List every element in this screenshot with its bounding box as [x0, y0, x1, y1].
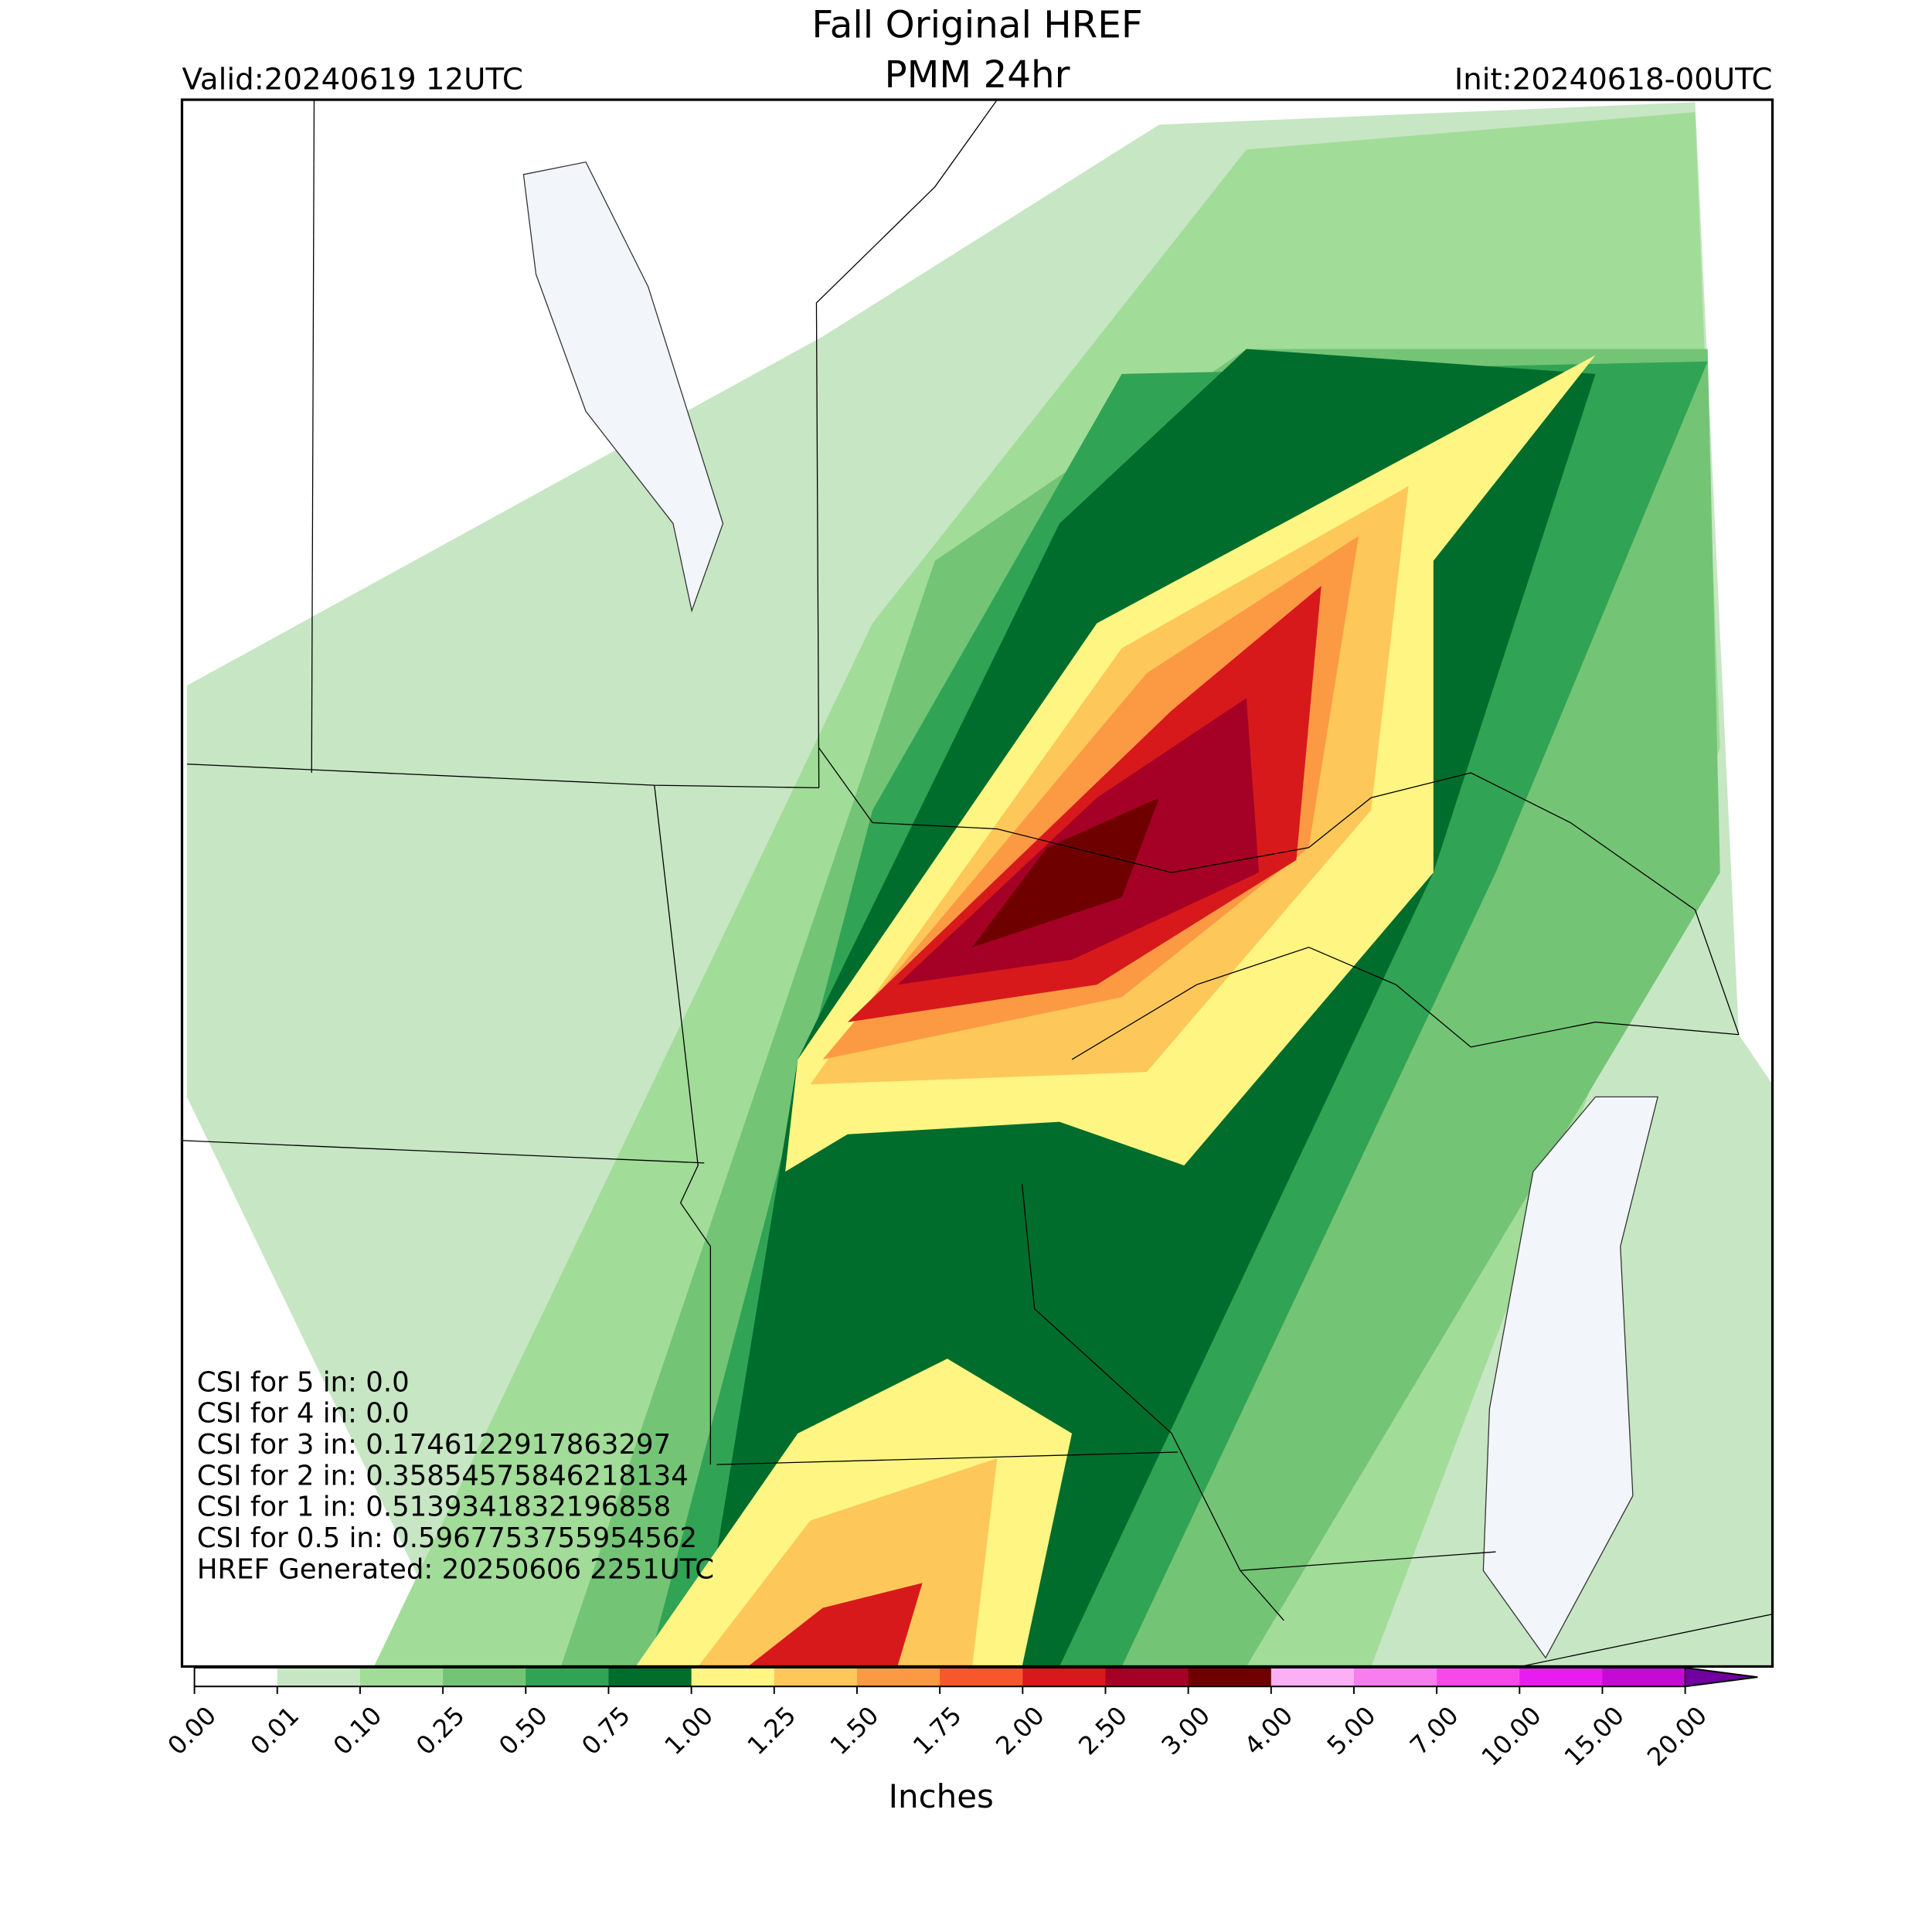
colorbar-segment — [856, 1668, 940, 1687]
colorbar-segment — [1105, 1668, 1189, 1687]
init-time: Init:20240618-00UTC — [1454, 62, 1773, 97]
border — [818, 747, 1740, 1035]
csi-note: CSI for 5 in: 0.0 — [197, 1366, 410, 1398]
border — [182, 1140, 705, 1164]
colorbar-segment — [277, 1668, 361, 1687]
colorbar-segment — [1022, 1668, 1106, 1687]
title-line: Fall Original HREF — [811, 3, 1142, 46]
colorbar-outline — [193, 1667, 1758, 1688]
colorbar-segment — [359, 1668, 444, 1687]
csi-note: HREF Generated: 20250606 2251UTC — [197, 1553, 714, 1585]
colorbar-segment — [608, 1668, 692, 1687]
border — [815, 100, 998, 788]
border — [654, 785, 711, 1465]
border — [1520, 1614, 1773, 1667]
border — [716, 1451, 1179, 1465]
precip-area — [972, 798, 1159, 947]
colorbar-segment — [691, 1668, 775, 1687]
title-line: PMM 24hr — [884, 53, 1070, 97]
colorbar-segment — [940, 1668, 1023, 1687]
colorbar-segment — [1437, 1668, 1520, 1687]
colorbar-segment — [1602, 1668, 1686, 1687]
precip-area — [747, 1583, 923, 1667]
colorbar-segment — [774, 1668, 858, 1687]
border — [1071, 947, 1740, 1060]
border — [1021, 1184, 1284, 1621]
csi-note: CSI for 3 in: 0.1746122917863297 — [197, 1429, 671, 1461]
precip-area — [698, 1458, 998, 1667]
colorbar-segment — [443, 1668, 526, 1687]
precip-area — [847, 586, 1321, 1022]
colorbar-segment — [526, 1668, 609, 1687]
csi-note: CSI for 2 in: 0.35854575846218134 — [197, 1460, 689, 1492]
csi-note: CSI for 1 in: 0.5139341832196858 — [197, 1492, 671, 1523]
border — [311, 100, 315, 774]
valid-time: Valid:20240619 12UTC — [182, 62, 522, 97]
colorbar-segment — [1188, 1668, 1272, 1687]
colorbar-label: Inches — [889, 1777, 994, 1815]
lake — [522, 161, 724, 613]
colorbar-segment — [194, 1668, 278, 1687]
csi-note: CSI for 4 in: 0.0 — [197, 1398, 410, 1430]
colorbar-segment — [1519, 1668, 1603, 1687]
map — [182, 100, 1773, 1667]
lake — [1482, 1096, 1658, 1659]
map-frame — [180, 98, 1774, 1668]
csi-note: CSI for 0.5 in: 0.5967753755954562 — [197, 1522, 697, 1554]
colorbar-segment — [1353, 1668, 1437, 1687]
border — [1240, 1551, 1496, 1571]
colorbar-segment — [1270, 1668, 1355, 1687]
